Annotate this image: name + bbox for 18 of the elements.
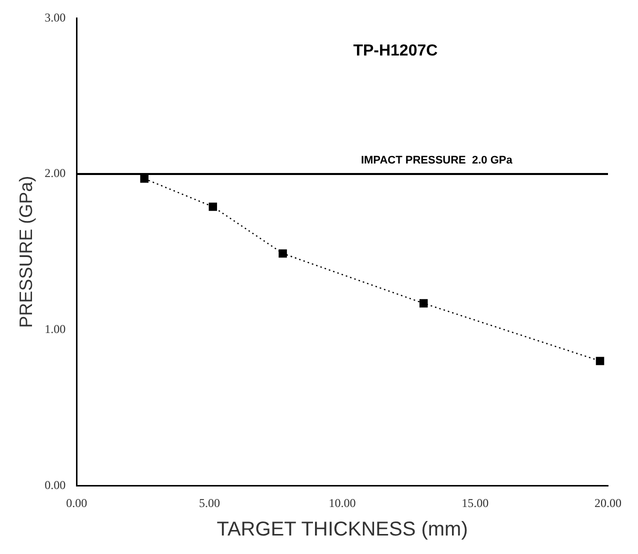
point [596, 356, 604, 366]
y-tick-label: 1.00 [44, 322, 66, 336]
y-tick-label: 3.00 [44, 10, 66, 24]
y-axis-title: PRESSURE (GPa) [16, 176, 36, 328]
text: TP-H1207C [353, 42, 438, 60]
y-tick-label: 0.00 [44, 478, 66, 492]
point [419, 299, 428, 308]
y-tick-label: 2.00 [44, 166, 66, 180]
x-axis-title: TARGET THICKNESS (mm) [216, 518, 468, 541]
x-tick-label: 15.00 [462, 496, 489, 510]
x-tick-label: 0.00 [66, 496, 88, 510]
point [208, 202, 218, 211]
point [278, 249, 287, 258]
point [140, 174, 148, 183]
ref-line-label: IMPACT PRESSURE 2.0 GPa [360, 154, 514, 167]
x-tick-label: 20.00 [594, 496, 622, 510]
x-tick-label: 5.00 [198, 496, 220, 510]
x-tick-label: 10.00 [328, 496, 356, 510]
